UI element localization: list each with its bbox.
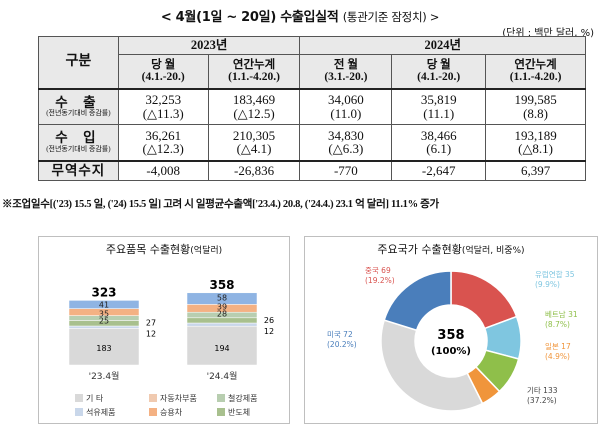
legend-swatch (75, 408, 83, 416)
col-header-4: 당 월 (4.1.-20.) (391, 54, 487, 90)
slice-label: 베트남 31 (8.7%) (545, 310, 578, 329)
bar-segment (186, 325, 258, 366)
legend-swatch (217, 394, 225, 402)
segment-label: 28 (217, 309, 227, 318)
cell: -770 (299, 159, 393, 181)
header-category: 구분 (38, 36, 119, 90)
col-header-1: 당 월 (4.1.-20.) (117, 54, 209, 90)
donut-center-value: 358 (437, 328, 464, 343)
table-row-import: 수 입 (전년동기대비 증감률) 36,261 (△12.3) 210,305 (△4… (38, 124, 586, 161)
bar-total-label: 323 (91, 285, 116, 299)
segment-label: 26 (264, 316, 274, 325)
cell: 199,585 (8.8) (485, 88, 586, 125)
row-label-balance: 무역수지 (38, 159, 119, 181)
slice-label: 중국 69 (19.2%) (365, 266, 395, 285)
legend-label: 석유제품 (86, 407, 115, 417)
cell: -26,836 (207, 159, 301, 181)
segment-label: 35 (99, 309, 109, 318)
donut-chart: 358 (100%) 중국 69 (19.2%) 유럽연합 35 (9.9%) 베트남 31… (327, 266, 578, 412)
col-header-2: 연간누계 (1.1.-4.20.) (207, 54, 301, 90)
cell: 193,189 (△8.1) (485, 124, 586, 161)
cell: 36,261 (△12.3) (117, 124, 209, 161)
legend-swatch (149, 408, 157, 416)
legend-swatch (149, 394, 157, 402)
legend-label: 승용차 (160, 408, 183, 417)
cell: 183,469 (△12.5) (207, 88, 301, 125)
item-export-chart-panel: 주요품목 수출현황(억달러) 323 '23.4월 358 '24.4월 41 35 25 2… (38, 236, 290, 424)
donut-slice (383, 270, 452, 332)
trade-table: 구분 2023년 2024년 당 월 (4.1.-20.) 연간누계 (1.1.-4… (38, 36, 586, 181)
bar-segment (186, 317, 258, 324)
title-main: < 4월(1일 ~ 20일) 수출입실적 (160, 10, 339, 25)
col-header-3: 전 월 (3.1.-20.) (299, 54, 393, 90)
bar-segment (68, 300, 140, 309)
legend-label: 반도체 (228, 407, 250, 417)
legend-label: 기 타 (86, 394, 104, 403)
row-label-export: 수 출 (전년동기대비 증감률) (38, 88, 119, 125)
donut-center-pct: (100%) (431, 346, 471, 357)
cell: 35,819 (11.1) (391, 88, 487, 125)
segment-label: 194 (214, 344, 229, 353)
header-year-2024: 2024년 (299, 36, 586, 55)
footnote: ※조업일수[('23) 15.5 일, ('24) 15.5 일] 고려 시 일… (2, 199, 439, 210)
cell: 34,830 (△6.3) (299, 124, 393, 161)
bar-segment (68, 328, 140, 366)
segment-label: 39 (217, 302, 227, 311)
row-label-import: 수 입 (전년동기대비 증감률) (38, 124, 119, 161)
segment-label: 58 (217, 293, 227, 302)
slice-label: 유럽연합 35 (9.9%) (535, 270, 575, 289)
segment-label: 41 (99, 300, 109, 309)
header-year-2023: 2023년 (117, 36, 301, 55)
bar-segment (186, 292, 258, 305)
unit-note: (단위 : 백만 달러, %) (502, 28, 594, 39)
table-row-export: 수 출 (전년동기대비 증감률) 32,253 (△11.3) 183,469 (△1… (38, 88, 586, 125)
segment-label: 27 (146, 318, 156, 327)
cell: 34,060 (11.0) (299, 88, 393, 125)
cell: 210,305 (△4.1) (207, 124, 301, 161)
x-tick-label: '23.4월 (89, 370, 120, 382)
slice-label: 기타 133 (37.2%) (527, 386, 558, 405)
country-export-chart-panel: 주요국가 수출현황(억달러, 비중%) 358 (100%) 중국 69 (19.2%… (304, 236, 598, 424)
cell: 38,466 (6.1) (391, 124, 487, 161)
cell: 6,397 (485, 159, 586, 181)
chart-title: 주요국가 수출현황(억달러, 비중%) (377, 243, 525, 256)
chart-title: 주요품목 수출현황(억달러) (105, 243, 223, 256)
legend-label: 자동차부품 (160, 394, 197, 403)
segment-label: 183 (96, 344, 111, 353)
segment-label: 12 (264, 327, 274, 336)
bar-segment (186, 322, 258, 327)
legend-label: 철강제품 (228, 393, 257, 403)
donut-slice (380, 319, 484, 412)
page-title: < 4월(1일 ~ 20일) 수출입실적 (통관기준 잠정치) > (0, 6, 600, 25)
table-row-balance: 무역수지 -4,008 -26,836 -770 -2,647 6,397 (38, 159, 586, 181)
bar-total-label: 358 (209, 278, 234, 292)
x-tick-label: '24.4월 (207, 370, 238, 382)
slice-label: 일본 17 (4.9%) (545, 342, 571, 361)
segment-label: 12 (146, 329, 156, 338)
cell: -2,647 (391, 159, 487, 181)
legend-swatch (217, 408, 225, 416)
legend-swatch (75, 394, 83, 402)
title-sub: (통관기준 잠정치) > (342, 10, 440, 24)
cell: 32,253 (△11.3) (117, 88, 209, 125)
cell: -4,008 (117, 159, 209, 181)
col-header-5: 연간누계 (1.1.-4.20.) (485, 54, 586, 90)
slice-label: 미국 72 (20.2%) (327, 330, 357, 349)
bar-segment (68, 325, 140, 329)
segment-label: 25 (99, 316, 109, 325)
